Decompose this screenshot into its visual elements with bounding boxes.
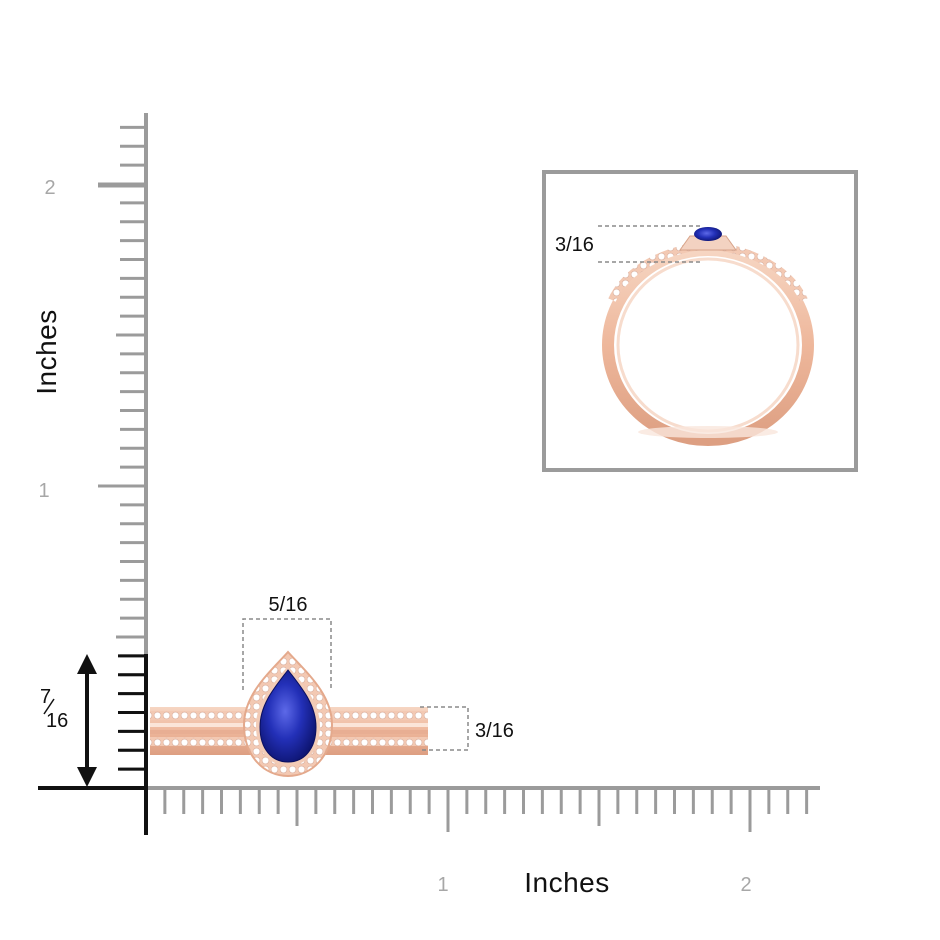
y-tick-label-1: 1	[38, 480, 49, 502]
height-fraction-numerator: 7	[40, 686, 51, 708]
inset-height-dimension	[598, 225, 700, 263]
height-fraction-denominator: 16	[46, 710, 68, 732]
fraction-slash	[43, 698, 55, 715]
top-width-label: 5/16	[269, 594, 308, 616]
top-width-dimension	[242, 618, 332, 690]
pear-gem-icon	[259, 669, 317, 763]
inset-height-label: 3/16	[555, 234, 594, 256]
double-arrow-vertical-icon	[77, 654, 97, 787]
y-axis-ruler	[98, 113, 148, 835]
band-height-label: 3/16	[475, 720, 514, 742]
y-tick-label-2: 2	[44, 177, 55, 199]
x-tick-label-1: 1	[437, 874, 448, 896]
x-axis-title: Inches	[524, 867, 610, 898]
band-height-dimension	[420, 706, 469, 751]
ring-side-view-icon	[602, 227, 814, 446]
x-tick-label-2: 2	[740, 874, 751, 896]
y-axis-title: Inches	[31, 309, 62, 395]
x-axis-ruler	[38, 786, 820, 832]
